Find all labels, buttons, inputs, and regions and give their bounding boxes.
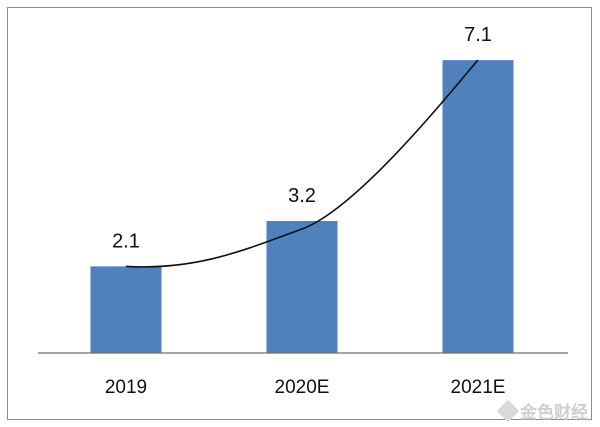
bar-2020e [266,221,338,353]
bar-2021e [442,60,514,353]
jinse-diamond-icon [496,399,520,422]
data-label-2021e: 7.1 [464,24,492,46]
trend-line [125,59,479,268]
data-label-2020e: 3.2 [288,185,316,207]
watermark-text: 金色财经 [520,403,588,423]
bar-2019 [90,266,162,353]
x-tick-2020e: 2020E [275,377,330,398]
x-tick-2021e: 2021E [451,377,506,398]
x-tick-2019: 2019 [105,377,147,398]
watermark: 金色财经 [496,398,588,423]
data-label-2019: 2.1 [112,230,140,252]
chart-frame [7,7,592,420]
